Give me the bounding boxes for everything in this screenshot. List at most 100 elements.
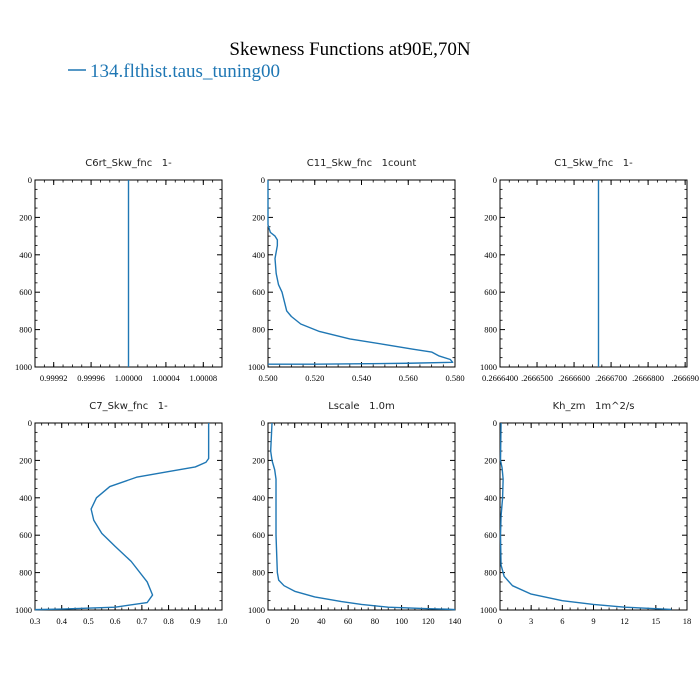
x-tick-label: 0.7 [137,616,148,626]
x-tick-label: .2666600 [558,373,590,383]
plot-frame [499,179,688,368]
x-tick-label: 0.9 [190,616,201,626]
x-tick-label: 1.00004 [152,373,180,383]
y-tick-label: 200 [484,212,497,222]
x-tick-label: 0.520 [305,373,324,383]
plot-frame [267,179,456,368]
series-line [269,422,456,611]
x-tick-label: 12 [620,616,629,626]
panel-3: C1_Skw_fnc 1- 0.2666400.2666500 .2666600 .2… [480,158,699,383]
panel-title: C1_Skw_fnc 1- [554,158,633,169]
figure-title: Skewness Functions at90E,70N [229,39,470,60]
x-tick-label: 0 [266,616,270,626]
y-tick-label: 1000 [248,362,265,372]
y-tick-label: 600 [19,287,32,297]
panel-title: Lscale 1.0m [328,401,395,412]
y-tick-label: 0 [28,418,32,428]
x-tick-label: 20 [290,616,299,626]
x-tick-label: 0.580 [445,373,464,383]
x-tick-label: 0.560 [399,373,418,383]
x-tick-label: 60 [344,616,353,626]
y-tick-label: 1000 [480,362,497,372]
figure-legend: 134.flthist.taus_tuning00 [68,61,280,82]
y-tick-label: 400 [252,250,265,260]
y-tick-label: 400 [484,250,497,260]
y-tick-label: 600 [484,530,497,540]
y-tick-label: 800 [19,325,32,335]
panel-2: C11_Skw_fnc 1count 0.500 0.520 0.540 0.560 0.… [248,158,465,383]
y-tick-label: 200 [19,455,32,465]
y-tick-label: 800 [19,568,32,578]
y-tick-label: 400 [19,493,32,503]
x-tick-label: 6 [560,616,564,626]
x-tick-label: 0.6 [110,616,121,626]
panel-title: C11_Skw_fnc 1count [307,158,417,169]
y-tick-label: 0 [28,175,32,185]
panel-6: Kh_zm 1m^2/s 0 3 6 9 12 15 18 0 200 400 600 800 1000 [480,401,691,626]
y-tick-label: 1000 [248,605,265,615]
x-tick-label: .2666700 [595,373,627,383]
panel-5: Lscale 1.0m 0 20 40 60 80 100 120 140 0 200 400 600 8… [248,401,461,626]
x-tick-label: .266690 [671,373,699,383]
x-tick-label: 0.540 [352,373,371,383]
y-tick-label: 1000 [15,605,32,615]
y-tick-label: 0 [493,418,497,428]
x-tick-label: 0 [498,616,502,626]
x-tick-label: 1.00008 [189,373,217,383]
y-tick-label: 600 [19,530,32,540]
y-tick-label: 0 [261,418,265,428]
x-tick-label: 18 [683,616,692,626]
y-tick-label: 1000 [15,362,32,372]
y-tick-label: 200 [252,455,265,465]
y-tick-label: 200 [484,455,497,465]
y-tick-label: 800 [484,325,497,335]
y-tick-label: 200 [19,212,32,222]
y-tick-label: 600 [252,287,265,297]
plot-frame [267,422,456,611]
x-tick-label: 100 [395,616,408,626]
plot-frame [499,422,688,611]
panel-title: C6rt_Skw_fnc 1- [85,158,172,169]
x-tick-label: 0.500 [258,373,277,383]
x-tick-label: 120 [422,616,435,626]
panel-title: Kh_zm 1m^2/s [553,401,635,412]
x-tick-label: 15 [652,616,661,626]
plot-frame [34,422,223,611]
x-tick-label: 0.5 [83,616,94,626]
legend-label: 134.flthist.taus_tuning00 [90,61,280,82]
x-tick-label: 40 [317,616,326,626]
x-tick-label: 80 [371,616,380,626]
y-tick-label: 600 [484,287,497,297]
y-tick-label: 800 [252,325,265,335]
series-line [267,180,454,365]
x-tick-label: 0.2666400 [482,373,518,383]
x-tick-label: .2666800 [632,373,664,383]
x-tick-label: 0.3 [30,616,41,626]
y-tick-label: 600 [252,530,265,540]
x-tick-label: 0.8 [163,616,174,626]
x-tick-label: 3 [529,616,533,626]
series-line [34,423,210,611]
x-tick-label: 1.0 [217,616,228,626]
y-tick-label: 400 [252,493,265,503]
x-tick-label: 0.99992 [40,373,68,383]
panel-4: C7_Skw_fnc 1- 0.3 0.4 0.5 0.6 0.7 0.8 0.9 1.0 0 20… [15,401,227,626]
y-tick-label: 0 [261,175,265,185]
y-tick-label: 800 [252,568,265,578]
series-line [499,422,672,611]
y-tick-label: 1000 [480,605,497,615]
panel-1: C6rt_Skw_fnc 1- 0.99992 0.99996 1.00000 1.00… [15,158,223,383]
x-tick-label: 9 [591,616,595,626]
y-tick-label: 400 [484,493,497,503]
x-tick-label: 0.4 [56,616,67,626]
x-tick-label: 1.00000 [115,373,143,383]
x-tick-label: 0.99996 [77,373,105,383]
x-tick-label: 140 [449,616,462,626]
y-tick-label: 200 [252,212,265,222]
x-tick-label: .2666500 [521,373,553,383]
panel-grid: C6rt_Skw_fnc 1-0.99992 0.99996 1.00000 1.00… [15,158,699,626]
y-tick-label: 400 [19,250,32,260]
y-tick-label: 800 [484,568,497,578]
y-tick-label: 0 [493,175,497,185]
